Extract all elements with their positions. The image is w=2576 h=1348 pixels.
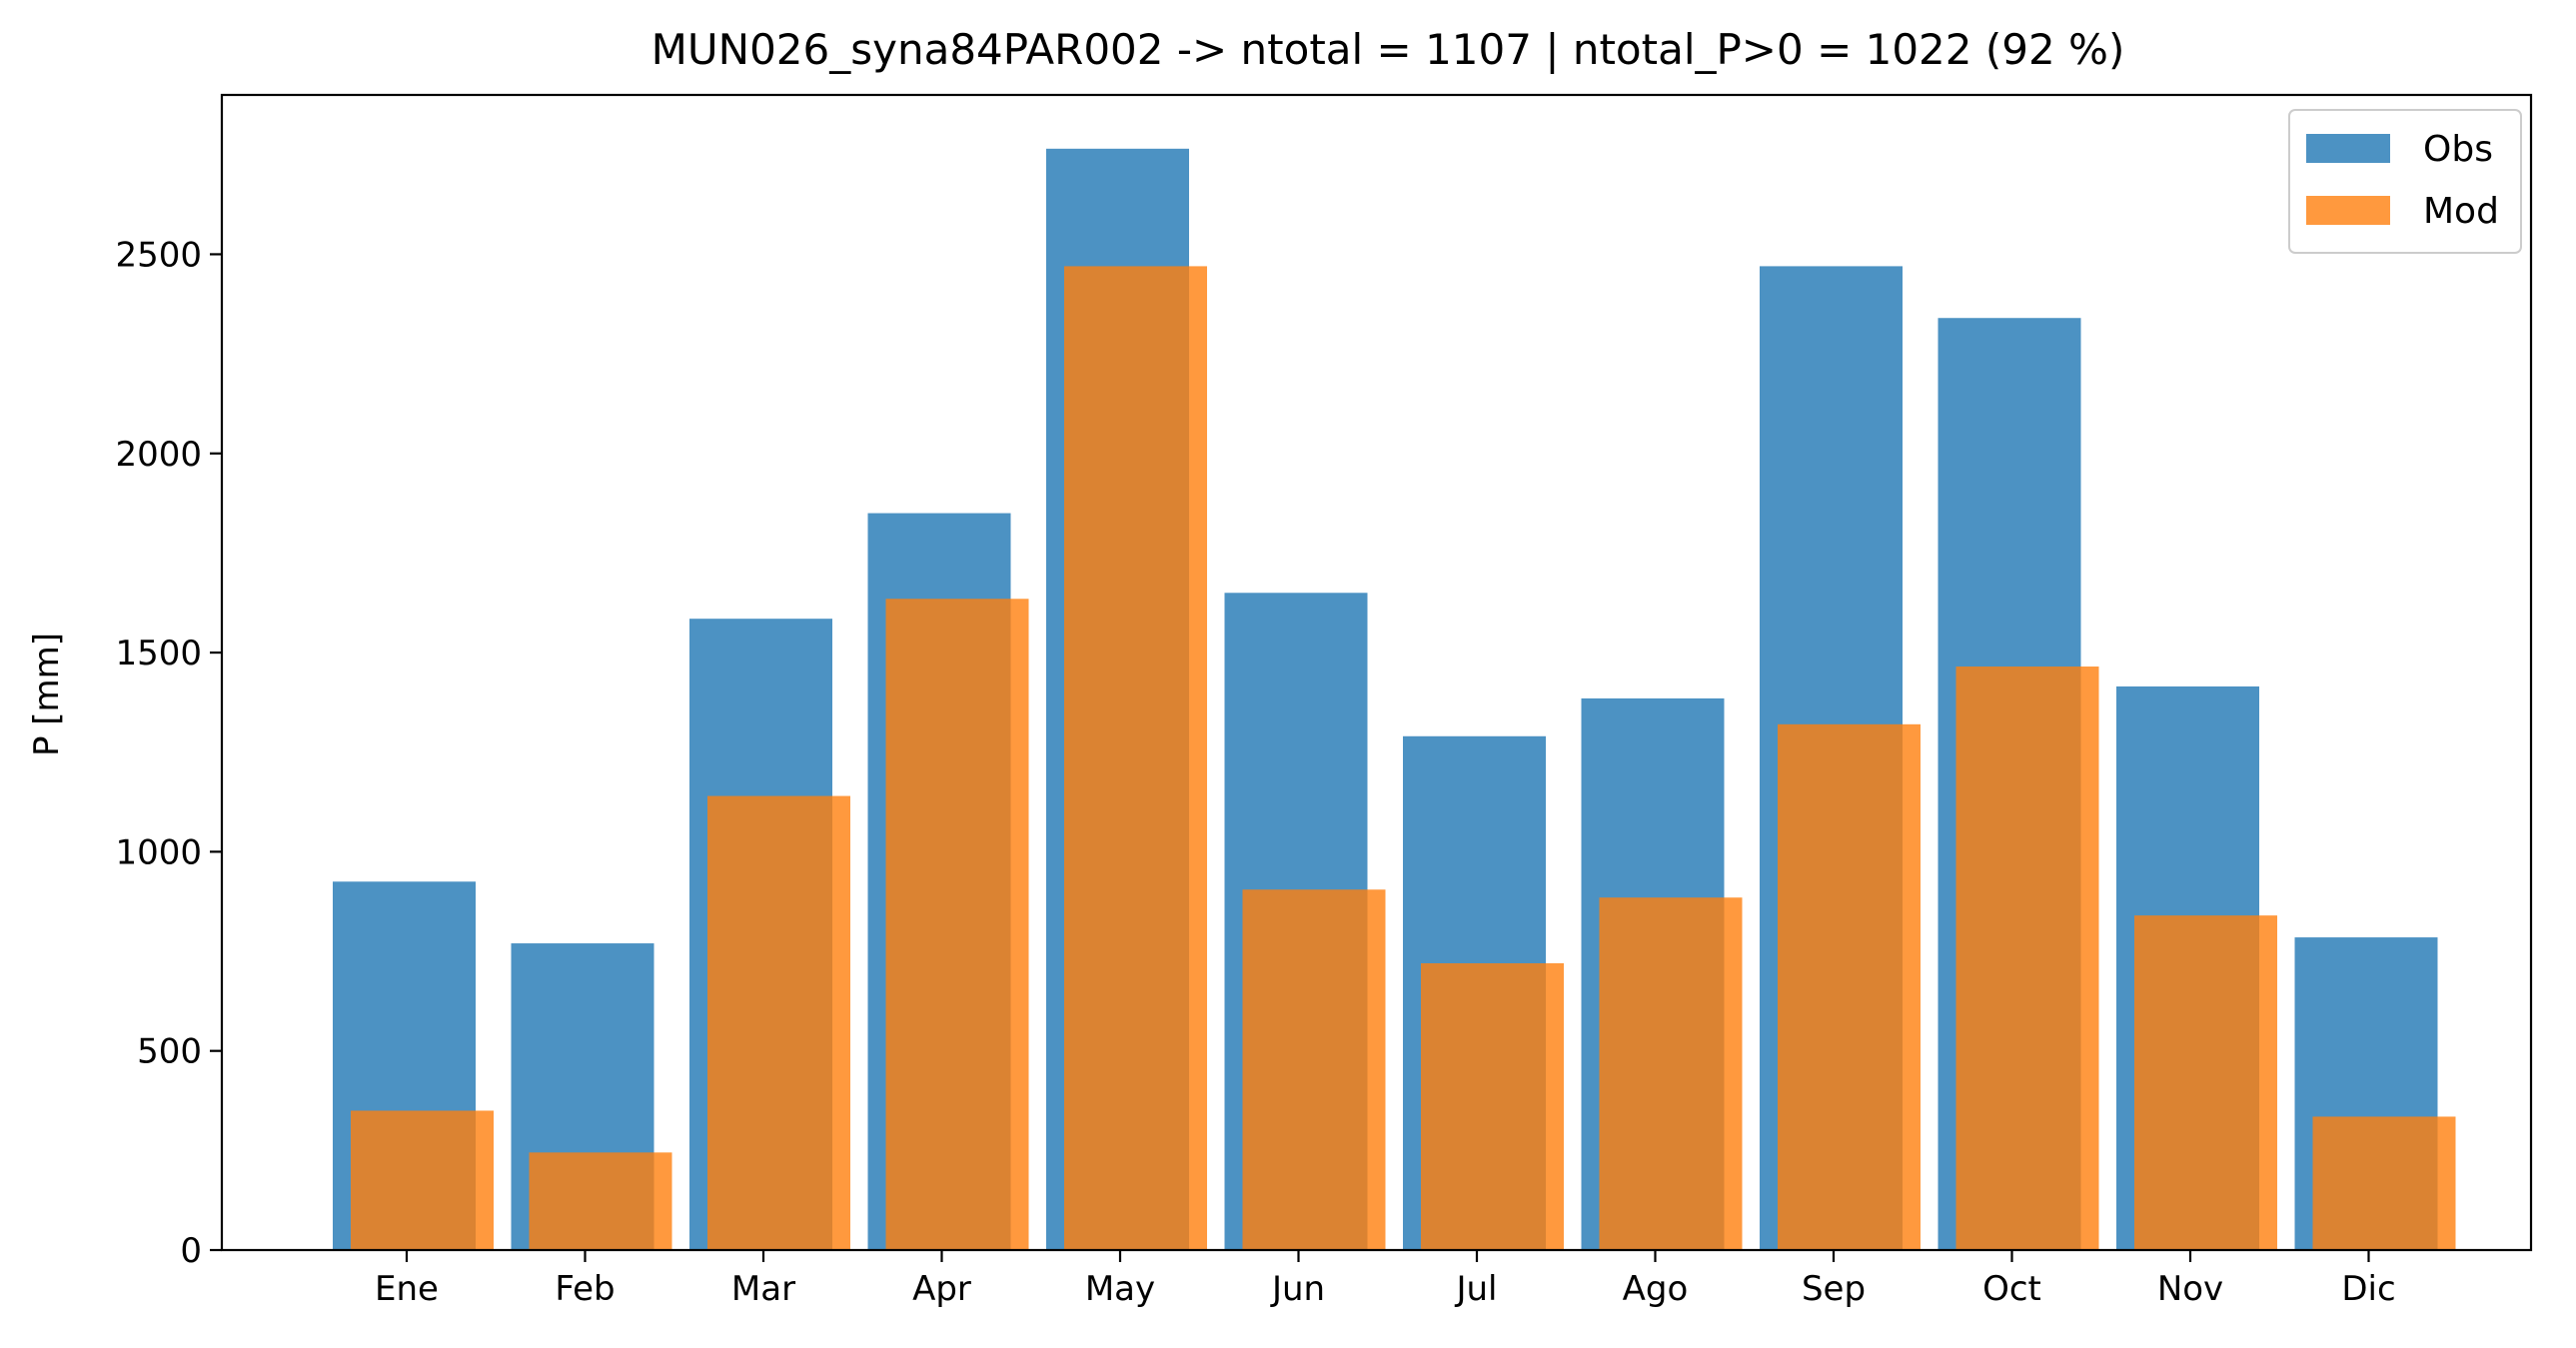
y-tick-label: 500 xyxy=(137,1032,202,1072)
chart-title: MUN026_syna84PAR002 -> ntotal = 1107 | n… xyxy=(651,25,2125,74)
x-tick-label: Ene xyxy=(375,1269,439,1309)
bar-mod-sep xyxy=(1778,723,1921,1250)
bar-mod-mar xyxy=(707,795,850,1250)
y-tick-label: 0 xyxy=(180,1231,202,1271)
x-tick-label: Ago xyxy=(1623,1269,1689,1309)
x-axis: Ene Feb Mar Apr May Jun Jul Ago Sep Oct Nov Dic xyxy=(375,1250,2396,1309)
y-tick-label: 1500 xyxy=(115,634,202,674)
bar-mod-ene xyxy=(351,1110,494,1250)
y-axis-label: P [mm] xyxy=(27,633,67,756)
legend-swatch-mod xyxy=(2306,196,2390,225)
bar-mod-jul xyxy=(1421,962,1564,1250)
bars-group xyxy=(333,148,2456,1251)
x-tick-label: Apr xyxy=(912,1269,971,1309)
bar-mod-ago xyxy=(1599,897,1743,1250)
x-tick-label: Nov xyxy=(2157,1269,2223,1309)
legend-swatch-obs xyxy=(2306,134,2390,163)
bar-mod-dic xyxy=(2312,1116,2456,1250)
x-tick-label: Dic xyxy=(2341,1269,2395,1309)
bar-mod-oct xyxy=(1955,667,2099,1250)
bar-mod-feb xyxy=(529,1152,672,1250)
bar-mod-nov xyxy=(2134,915,2277,1250)
x-tick-label: Sep xyxy=(1802,1269,1866,1309)
x-tick-label: Feb xyxy=(555,1269,615,1309)
x-tick-label: Oct xyxy=(1982,1269,2041,1309)
plot-frame xyxy=(220,93,2533,1252)
legend-label-obs: Obs xyxy=(2423,129,2493,170)
x-tick-label: Mar xyxy=(731,1269,795,1309)
x-tick-label: Jun xyxy=(1270,1269,1325,1309)
x-tick-label: Jul xyxy=(1454,1269,1497,1309)
legend-label-mod: Mod xyxy=(2423,191,2499,232)
bar-mod-jun xyxy=(1242,889,1386,1250)
bar-mod-apr xyxy=(885,599,1029,1250)
y-tick-label: 2500 xyxy=(115,235,202,275)
x-tick-label: May xyxy=(1085,1269,1155,1309)
legend: Obs Mod xyxy=(2288,109,2522,254)
y-tick-label: 2000 xyxy=(115,435,202,475)
y-tick-label: 1000 xyxy=(115,832,202,872)
bar-mod-may xyxy=(1064,266,1207,1251)
y-axis: 0 500 1000 1500 2000 2500 xyxy=(115,235,222,1271)
